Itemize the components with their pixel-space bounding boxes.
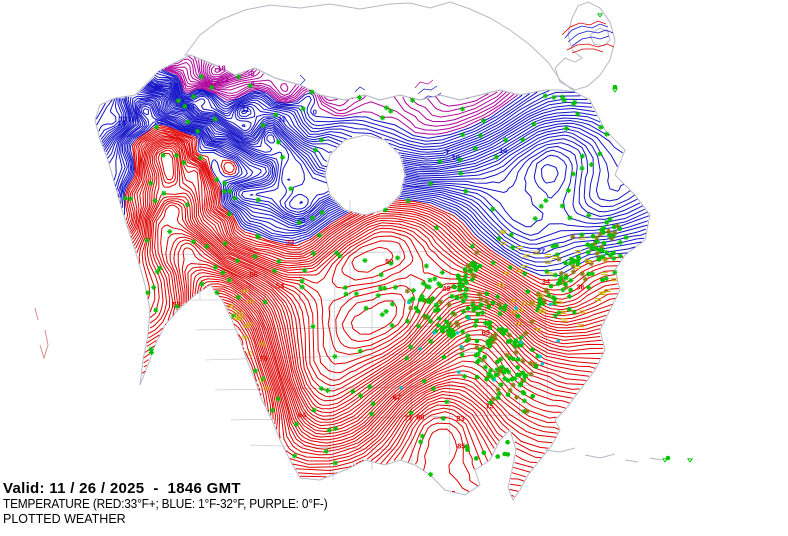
svg-text:-9: -9 xyxy=(248,69,255,78)
svg-text:56: 56 xyxy=(250,270,258,279)
svg-text:33: 33 xyxy=(286,238,294,247)
svg-text:49: 49 xyxy=(442,284,450,293)
svg-text:11: 11 xyxy=(278,115,286,124)
svg-text:14: 14 xyxy=(118,119,127,128)
svg-text:0: 0 xyxy=(313,108,317,117)
svg-text:80: 80 xyxy=(416,412,424,421)
svg-text:67: 67 xyxy=(393,392,401,401)
svg-text:13: 13 xyxy=(155,81,163,90)
svg-text:76: 76 xyxy=(259,354,267,363)
svg-text:10: 10 xyxy=(452,153,460,162)
svg-text:14: 14 xyxy=(499,146,508,155)
svg-text:64: 64 xyxy=(298,411,307,420)
svg-text:11: 11 xyxy=(242,105,250,114)
svg-text:15: 15 xyxy=(186,102,194,111)
svg-text:7: 7 xyxy=(445,148,449,157)
svg-text:36: 36 xyxy=(576,282,584,291)
svg-text:32: 32 xyxy=(155,118,163,127)
svg-text:83: 83 xyxy=(456,414,464,423)
svg-text:18: 18 xyxy=(128,114,136,123)
svg-text:54: 54 xyxy=(276,282,285,291)
svg-text:12: 12 xyxy=(169,82,177,91)
svg-text:85: 85 xyxy=(457,442,465,451)
svg-text:-18: -18 xyxy=(215,64,226,73)
svg-text:-12: -12 xyxy=(218,75,229,84)
